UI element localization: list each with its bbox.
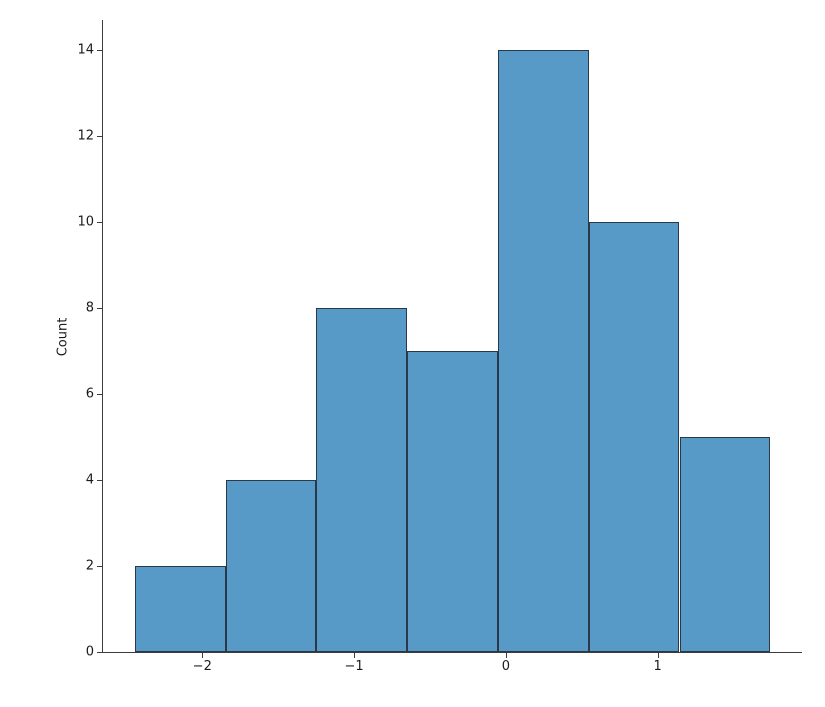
histogram-bar: [588, 222, 680, 652]
histogram-bar: [407, 351, 498, 652]
histogram-bar: [497, 50, 589, 652]
x-tick-label: −2: [192, 659, 212, 674]
x-tick-label: 0: [501, 659, 510, 674]
y-tick-label: 6: [85, 386, 94, 402]
x-tick-mark: [657, 653, 659, 658]
y-tick-label: 4: [85, 472, 94, 488]
y-axis-ticks: 0 2 4 6 8 10 12 14: [77, 20, 802, 659]
y-tick-mark: [97, 136, 102, 138]
histogram-bar: [679, 437, 771, 652]
y-tick-mark: [97, 394, 102, 396]
histogram-bar: [134, 566, 226, 652]
y-tick-mark: [97, 308, 102, 310]
x-tick-mark: [202, 653, 204, 658]
y-axis-label: Count: [55, 317, 71, 357]
x-tick-mark: [354, 653, 356, 658]
y-tick-label: 2: [85, 558, 94, 574]
y-tick-label: 0: [85, 644, 94, 660]
y-tick-label: 14: [77, 42, 94, 58]
y-tick-mark: [97, 480, 102, 482]
x-tick-label: 1: [653, 659, 662, 674]
y-tick-label: 8: [85, 300, 94, 316]
histogram-bar: [225, 480, 317, 652]
y-tick-mark: [97, 566, 102, 568]
y-tick-mark: [97, 50, 102, 52]
bars-layer: [103, 20, 802, 652]
x-tick-label: −1: [344, 659, 364, 674]
y-tick-mark: [97, 222, 102, 224]
histogram-bar: [316, 308, 408, 652]
x-axis-ticks: −2 −1 0 1: [103, 20, 802, 673]
plot-area: 0 2 4 6 8 10 12 14 −2 −1 0 1: [77, 20, 802, 673]
x-tick-mark: [505, 653, 508, 658]
y-tick-label: 12: [77, 128, 94, 144]
y-tick-label: 10: [77, 214, 94, 230]
y-tick-mark: [97, 652, 102, 654]
